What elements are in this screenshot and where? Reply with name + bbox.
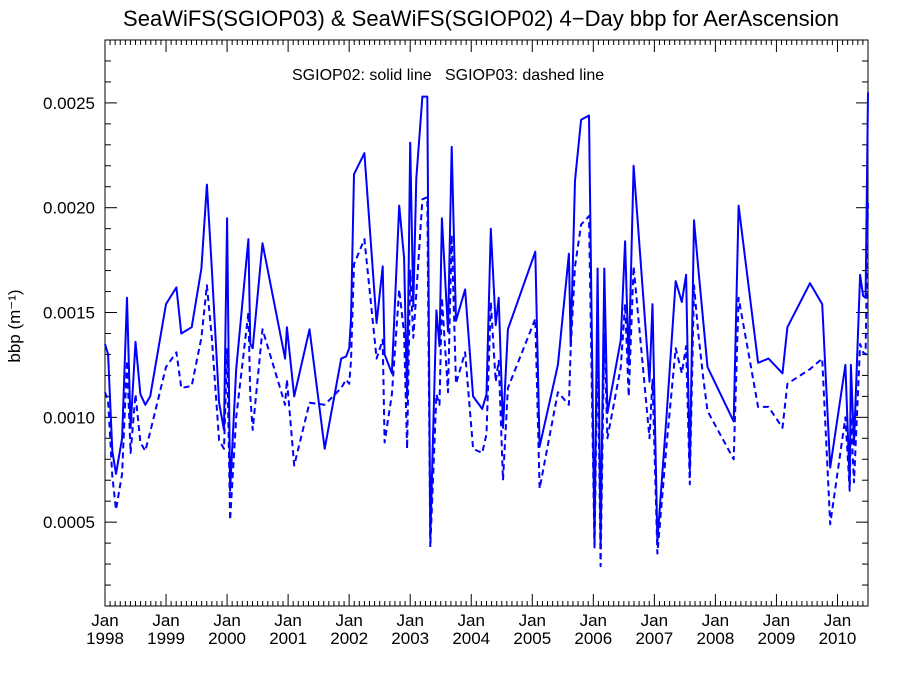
- y-tick-label: 0.0020: [43, 199, 95, 218]
- y-tick-label: 0.0005: [43, 513, 95, 532]
- x-tick-label-year: 2005: [513, 629, 551, 648]
- x-tick-label-month: Jan: [396, 611, 423, 630]
- series-line-sgiop03: [104, 196, 869, 568]
- x-tick-label-month: Jan: [213, 611, 240, 630]
- series-line-sgiop02: [104, 92, 869, 545]
- x-tick-label-year: 2003: [391, 629, 429, 648]
- x-tick-label-month: Jan: [763, 611, 790, 630]
- x-tick-label-year: 2004: [452, 629, 490, 648]
- x-tick-label-month: Jan: [458, 611, 485, 630]
- x-tick-label-year: 2010: [819, 629, 857, 648]
- y-axis-ticks: 0.0005 0.0010 0.0015 0.0020 0.0025: [43, 39, 868, 586]
- y-tick-label: 0.0025: [43, 94, 95, 113]
- x-tick-label-month: Jan: [641, 611, 668, 630]
- x-tick-label-month: Jan: [152, 611, 179, 630]
- x-tick-label-month: Jan: [335, 611, 362, 630]
- series-lines: [104, 92, 869, 568]
- y-tick-label: 0.0015: [43, 304, 95, 323]
- x-tick-label-month: Jan: [702, 611, 729, 630]
- x-tick-label-month: Jan: [824, 611, 851, 630]
- y-tick-label: 0.0010: [43, 408, 95, 427]
- x-tick-label-month: Jan: [580, 611, 607, 630]
- x-tick-label-year: 2006: [574, 629, 612, 648]
- legend-annotation: SGIOP02: solid line SGIOP03: dashed line: [292, 67, 604, 84]
- x-tick-label-year: 1998: [86, 629, 124, 648]
- x-tick-label-year: 2009: [758, 629, 796, 648]
- x-tick-label-year: 2007: [635, 629, 673, 648]
- x-tick-label-month: Jan: [274, 611, 301, 630]
- x-tick-label-year: 1999: [147, 629, 185, 648]
- x-axis-ticks: Jan1998Jan1999Jan2000Jan2001Jan2002Jan20…: [86, 40, 869, 648]
- x-tick-label-year: 2000: [208, 629, 246, 648]
- x-tick-label-month: Jan: [519, 611, 546, 630]
- x-tick-label-year: 2001: [269, 629, 307, 648]
- chart-title: SeaWiFS(SGIOP03) & SeaWiFS(SGIOP02) 4−Da…: [123, 6, 839, 31]
- y-axis-label: bbp (m⁻¹): [5, 289, 24, 362]
- x-tick-label-year: 2008: [696, 629, 734, 648]
- x-tick-label-month: Jan: [91, 611, 118, 630]
- x-tick-label-year: 2002: [330, 629, 368, 648]
